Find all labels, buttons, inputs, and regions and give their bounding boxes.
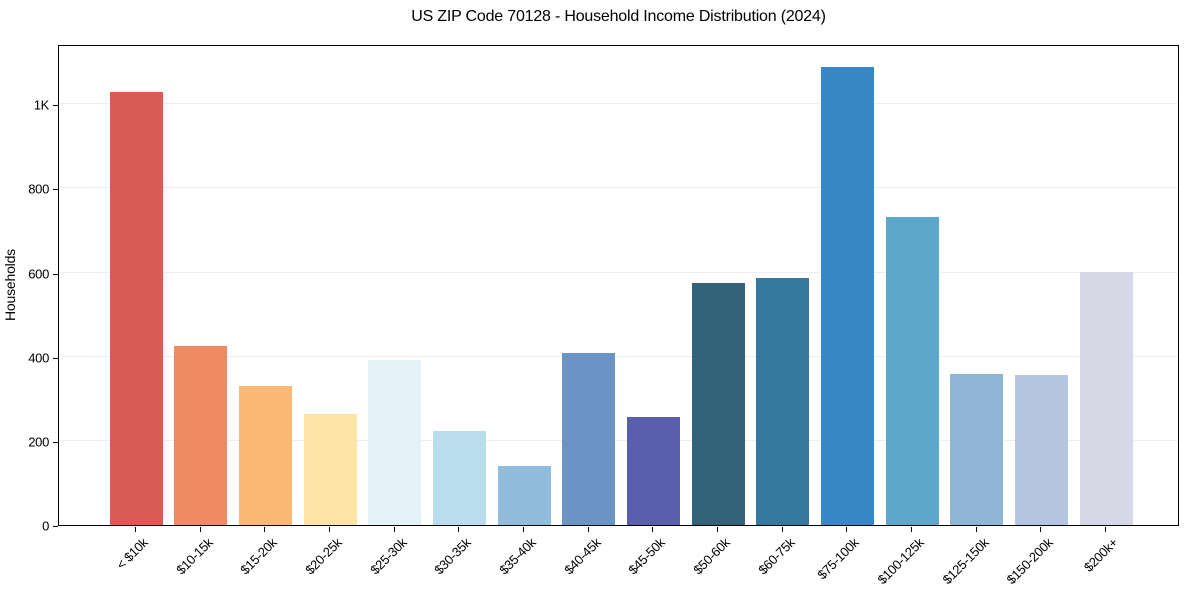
x-tick-mark <box>135 527 136 532</box>
x-tick-mark <box>1040 527 1042 532</box>
bar <box>950 374 1004 525</box>
gridline <box>59 187 1178 189</box>
bar <box>303 413 357 525</box>
x-tick-label: $30-35k <box>431 535 474 578</box>
bar <box>1079 272 1133 525</box>
bar <box>238 385 292 525</box>
bar <box>691 282 745 525</box>
y-tick-label: 200 <box>28 434 49 450</box>
x-tick-label: $45-50k <box>625 535 668 578</box>
y-tick-mark <box>53 441 58 443</box>
x-tick-mark <box>781 527 783 532</box>
bar <box>368 359 422 525</box>
y-tick-label: 800 <box>28 181 49 197</box>
x-tick-label: < $10k <box>113 535 151 573</box>
x-tick-mark <box>911 527 913 532</box>
x-tick-label: $200k+ <box>1080 535 1121 575</box>
x-tick-mark <box>652 527 654 532</box>
gridline <box>59 355 1178 357</box>
y-tick-mark <box>53 273 58 275</box>
x-tick-mark <box>975 527 977 532</box>
x-tick-mark <box>199 527 201 532</box>
x-tick-mark <box>1105 527 1107 532</box>
bar <box>497 465 551 525</box>
chart-title: US ZIP Code 70128 - Household Income Dis… <box>411 8 826 25</box>
gridline <box>59 103 1178 105</box>
y-tick-mark <box>53 357 58 359</box>
gridline <box>59 271 1178 273</box>
bar <box>432 430 486 525</box>
bar <box>820 66 874 525</box>
bar <box>109 91 163 525</box>
x-tick-label: $15-20k <box>237 535 280 578</box>
y-axis-label: Households <box>2 249 18 321</box>
x-tick-label: $50-60k <box>690 535 733 578</box>
x-tick-mark <box>523 527 525 532</box>
x-tick-mark <box>458 527 460 532</box>
y-tick-label: 0 <box>42 518 49 534</box>
x-tick-label: $40-45k <box>560 535 604 578</box>
y-tick-label: 600 <box>28 266 49 281</box>
x-tick-label: $75-100k <box>814 535 862 583</box>
bar <box>885 217 939 525</box>
x-tick-label: $10-15k <box>172 535 216 578</box>
bar <box>626 417 680 525</box>
gridline <box>59 439 1178 441</box>
y-tick-label: 400 <box>28 350 49 366</box>
x-tick-mark <box>587 527 589 532</box>
bar <box>756 277 810 525</box>
x-tick-label: $35-40k <box>496 535 539 578</box>
x-tick-mark <box>329 527 330 532</box>
y-tick-mark <box>53 189 58 191</box>
y-tick-mark <box>53 105 58 107</box>
x-tick-mark <box>393 527 395 532</box>
x-tick-label: $20-25k <box>302 535 345 578</box>
x-tick-mark <box>264 527 266 532</box>
x-tick-label: $60-75k <box>754 535 798 578</box>
bar <box>174 346 228 525</box>
y-tick-mark <box>53 526 58 527</box>
x-tick-mark <box>846 527 848 532</box>
x-tick-label: $100-125k <box>874 535 927 588</box>
x-tick-mark <box>717 527 719 532</box>
bar <box>562 352 616 525</box>
x-tick-label: $25-30k <box>366 535 410 578</box>
y-tick-label: 1K <box>33 97 50 113</box>
x-tick-label: $125-150k <box>939 535 992 588</box>
bar <box>1014 374 1068 525</box>
plot-area <box>58 45 1179 526</box>
x-tick-label: $150-200k <box>1003 535 1056 588</box>
